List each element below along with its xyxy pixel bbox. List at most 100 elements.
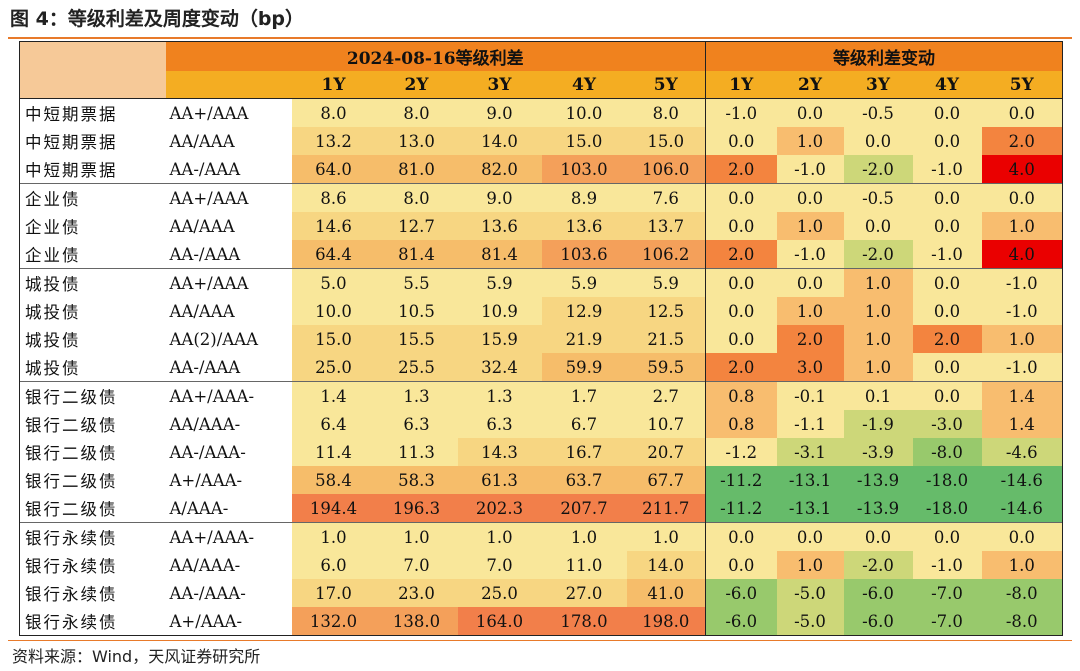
change-cell-1y: 2.0 [705,155,777,184]
spread-cell-4y: 207.7 [541,494,627,523]
change-cell-1y: -1.2 [705,438,777,466]
change-cell-5y: -8.0 [981,607,1063,636]
bond-category: 银行二级债 [19,494,166,523]
spread-cell-4y: 103.0 [541,155,627,184]
table-row: 企业债 AA+/AAA 8.6 8.0 9.0 8.9 7.6 0.0 0.0 -0.5 0.0 0.… [19,183,1063,212]
spread-cell-5y: 106.0 [626,155,706,184]
table-row: 城投债 AA-/AAA 25.0 25.5 32.4 59.9 59.5 2.0 3.0 1.0 0… [19,353,1063,382]
spread-cell-3y: 61.3 [457,466,542,494]
change-cell-5y: 0.0 [981,522,1063,551]
spread-cell-2y: 1.0 [375,522,458,551]
spread-cell-2y: 6.3 [375,410,458,438]
spread-cell-2y: 10.5 [375,297,458,325]
change-cell-5y: -4.6 [981,438,1063,466]
change-cell-5y: 1.0 [981,551,1063,579]
rating-pair: AA+/AAA- [165,522,292,551]
spread-cell-4y: 27.0 [541,579,627,607]
tenor-header-change-3y: 3Y [843,71,913,99]
change-cell-5y: -1.0 [981,353,1063,382]
spread-cell-2y: 196.3 [375,494,458,523]
spread-cell-3y: 81.4 [457,240,542,269]
change-cell-3y: 1.0 [843,297,913,325]
change-cell-1y: -1.0 [705,98,777,127]
spread-cell-1y: 6.4 [291,410,376,438]
change-cell-3y: -3.9 [843,438,913,466]
spread-cell-1y: 64.4 [291,240,376,269]
change-cell-3y: -1.9 [843,410,913,438]
change-cell-2y: -1.0 [776,240,844,269]
change-cell-4y: -7.0 [912,607,982,636]
change-cell-1y: 0.0 [705,522,777,551]
spread-cell-3y: 10.9 [457,297,542,325]
change-cell-2y: -5.0 [776,607,844,636]
spread-cell-4y: 1.7 [541,381,627,410]
table-row: 银行二级债 A/AAA- 194.4 196.3 202.3 207.7 211.7 -11.… [19,494,1063,523]
change-cell-3y: 0.1 [843,381,913,410]
rating-pair: AA(2)/AAA [165,325,292,353]
spread-cell-3y: 15.9 [457,325,542,353]
change-cell-1y: 0.0 [705,325,777,353]
rating-pair: A/AAA- [165,494,292,523]
spread-cell-3y: 82.0 [457,155,542,184]
change-cell-5y: 1.4 [981,410,1063,438]
spread-cell-1y: 8.6 [291,183,376,212]
rating-pair: AA+/AAA [165,98,292,127]
spread-cell-5y: 21.5 [626,325,706,353]
bond-category: 城投债 [19,353,166,382]
tenor-header-change-4y: 4Y [912,71,982,99]
spread-cell-2y: 13.0 [375,127,458,155]
spread-cell-5y: 59.5 [626,353,706,382]
change-cell-2y: -3.1 [776,438,844,466]
spread-cell-3y: 32.4 [457,353,542,382]
spread-cell-2y: 138.0 [375,607,458,636]
spread-cell-5y: 15.0 [626,127,706,155]
change-cell-1y: 2.0 [705,353,777,382]
rating-pair: AA-/AAA- [165,438,292,466]
spread-cell-2y: 7.0 [375,551,458,579]
spread-cell-3y: 1.0 [457,522,542,551]
change-cell-1y: 0.8 [705,381,777,410]
change-cell-2y: 1.0 [776,297,844,325]
spread-cell-1y: 17.0 [291,579,376,607]
change-cell-1y: 0.0 [705,297,777,325]
change-cell-4y: -7.0 [912,579,982,607]
spread-cell-2y: 5.5 [375,268,458,297]
credit-spread-table: 2024-08-16等级利差 等级利差变动 1Y 2Y 3Y 4Y 5Y 1Y … [19,41,1063,636]
change-cell-3y: -0.5 [843,183,913,212]
spread-cell-3y: 202.3 [457,494,542,523]
change-cell-2y: 0.0 [776,98,844,127]
rating-pair: AA+/AAA- [165,381,292,410]
rating-pair: AA-/AAA [165,353,292,382]
change-cell-3y: -6.0 [843,607,913,636]
spread-cell-1y: 25.0 [291,353,376,382]
change-cell-4y: 0.0 [912,183,982,212]
change-cell-2y: -13.1 [776,466,844,494]
change-cell-4y: -1.0 [912,240,982,269]
header-row-groups: 2024-08-16等级利差 等级利差变动 [19,41,1063,71]
change-cell-3y: -0.5 [843,98,913,127]
spread-cell-1y: 15.0 [291,325,376,353]
spread-cell-5y: 10.7 [626,410,706,438]
change-cell-3y: -2.0 [843,155,913,184]
change-cell-1y: 2.0 [705,240,777,269]
change-cell-5y: 0.0 [981,183,1063,212]
change-cell-2y: 2.0 [776,325,844,353]
spread-cell-4y: 1.0 [541,522,627,551]
title-rule [8,37,1072,39]
spread-cell-5y: 13.7 [626,212,706,240]
spread-cell-1y: 10.0 [291,297,376,325]
spread-cell-2y: 1.3 [375,381,458,410]
tenor-header-change-5y: 5Y [981,71,1063,99]
bond-category: 银行二级债 [19,438,166,466]
spread-cell-5y: 106.2 [626,240,706,269]
change-cell-5y: 4.0 [981,155,1063,184]
change-cell-4y: -18.0 [912,466,982,494]
spread-cell-5y: 7.6 [626,183,706,212]
spread-cell-2y: 23.0 [375,579,458,607]
spread-cell-3y: 25.0 [457,579,542,607]
spread-cell-1y: 64.0 [291,155,376,184]
spread-cell-5y: 211.7 [626,494,706,523]
rating-pair: A+/AAA- [165,607,292,636]
table-row: 银行二级债 AA-/AAA- 11.4 11.3 14.3 16.7 20.7 -1.2 -3.… [19,438,1063,466]
spread-cell-3y: 14.0 [457,127,542,155]
